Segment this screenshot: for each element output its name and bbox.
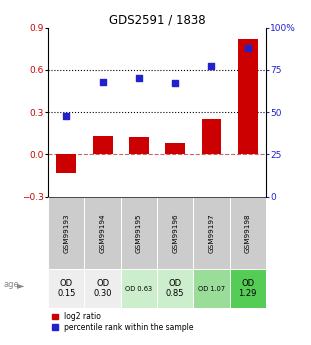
Title: GDS2591 / 1838: GDS2591 / 1838 [109, 13, 205, 27]
Bar [157, 197, 193, 269]
Point [100, 79, 105, 85]
Bar [85, 197, 121, 269]
Text: OD 1.07: OD 1.07 [198, 286, 225, 292]
Bar [85, 269, 121, 308]
Bar [121, 269, 157, 308]
Bar [202, 119, 221, 155]
Bar [157, 269, 193, 308]
Bar [238, 39, 258, 155]
Text: ►: ► [17, 280, 25, 289]
Text: GSM99195: GSM99195 [136, 213, 142, 253]
Bar [193, 197, 230, 269]
Bar [129, 137, 149, 155]
Text: OD
0.85: OD 0.85 [166, 279, 184, 298]
Text: OD
1.29: OD 1.29 [239, 279, 257, 298]
Bar [121, 197, 157, 269]
Point [245, 45, 250, 51]
Bar [48, 269, 85, 308]
Point [173, 81, 178, 86]
Bar [230, 269, 266, 308]
Text: age: age [3, 280, 19, 289]
Text: OD
0.15: OD 0.15 [57, 279, 76, 298]
Point [209, 64, 214, 69]
Bar [56, 155, 76, 173]
Bar [93, 136, 113, 155]
Bar [193, 269, 230, 308]
Bar [48, 197, 85, 269]
Point [64, 113, 69, 118]
Text: GSM99197: GSM99197 [208, 213, 215, 253]
Text: GSM99198: GSM99198 [245, 213, 251, 253]
Bar [230, 197, 266, 269]
Point [137, 76, 142, 81]
Text: GSM99194: GSM99194 [100, 213, 106, 253]
Legend: log2 ratio, percentile rank within the sample: log2 ratio, percentile rank within the s… [52, 312, 194, 332]
Text: GSM99193: GSM99193 [63, 213, 69, 253]
Text: OD 0.63: OD 0.63 [125, 286, 152, 292]
Text: OD
0.30: OD 0.30 [93, 279, 112, 298]
Bar [165, 143, 185, 155]
Text: GSM99196: GSM99196 [172, 213, 178, 253]
